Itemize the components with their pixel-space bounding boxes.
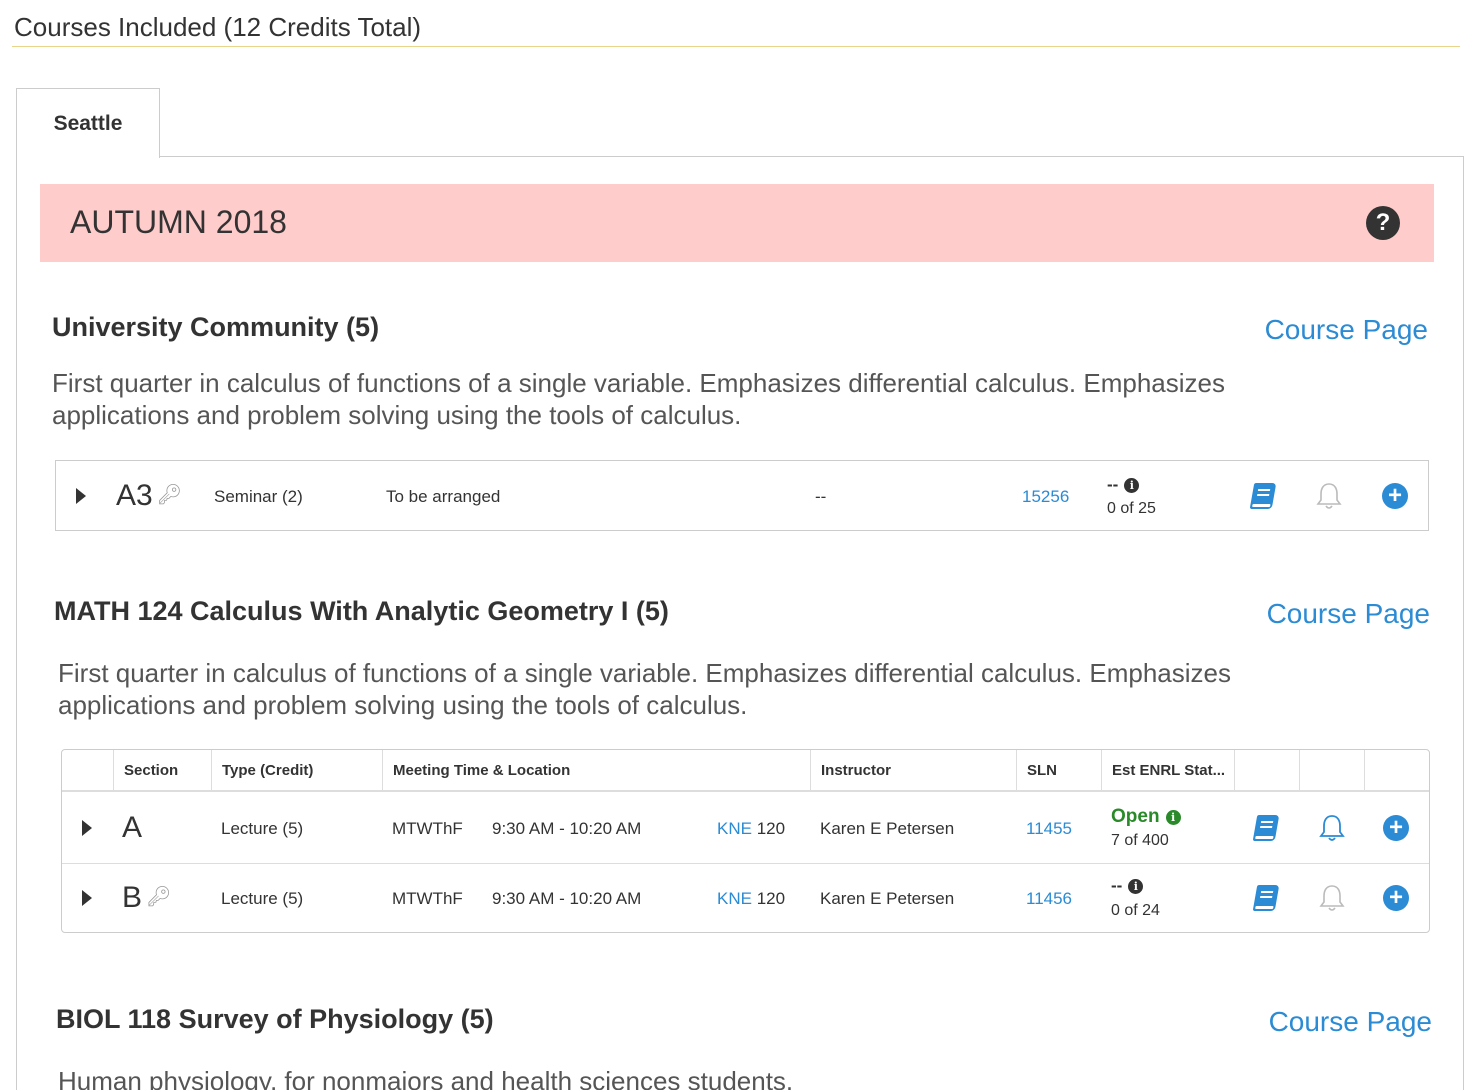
enrollment-status: -- i: [1107, 475, 1140, 495]
header-status[interactable]: Est ENRL Stat...: [1101, 750, 1234, 792]
enrollment-count: 0 of 25: [1107, 500, 1156, 517]
header-meeting[interactable]: Meeting Time & Location: [382, 750, 810, 792]
meeting-time: 9:30 AM - 10:20 AM: [492, 889, 642, 908]
header-expand: [62, 750, 113, 792]
header-type[interactable]: Type (Credit): [211, 750, 382, 792]
course-title: MATH 124 Calculus With Analytic Geometry…: [54, 596, 669, 626]
status-text: Open: [1111, 806, 1160, 827]
section-type: Lecture (5): [221, 819, 304, 838]
building-link[interactable]: KNE: [717, 819, 752, 838]
plus-circle-icon[interactable]: +: [1382, 483, 1408, 509]
meeting-time: To be arranged: [386, 487, 501, 506]
header-notify: [1299, 750, 1364, 792]
enrollment-count: 0 of 24: [1111, 902, 1160, 919]
course-description: First quarter in calculus of functions o…: [52, 368, 1225, 430]
tab-panel: [16, 156, 1464, 1090]
enrollment-status: Open i: [1111, 806, 1181, 828]
enrollment-status: -- i: [1111, 876, 1144, 896]
course-page-link[interactable]: Course Page: [1264, 314, 1428, 345]
info-icon[interactable]: i: [1128, 879, 1144, 894]
section-letter-text: A3: [116, 479, 153, 512]
course-page-link[interactable]: Course Page: [1268, 1006, 1432, 1037]
table-row: B 🔑︎ Lecture (5) MTWThF 9:30 AM - 10:20 A…: [62, 864, 1429, 934]
section-table: Section Type (Credit) Meeting Time & Loc…: [61, 749, 1430, 933]
header-textbook: [1234, 750, 1299, 792]
location: KNE 120: [717, 889, 785, 909]
enrollment-count: 7 of 400: [1111, 832, 1169, 849]
plus-circle-icon[interactable]: +: [1383, 815, 1409, 841]
room-number: 120: [756, 889, 786, 908]
sln-link[interactable]: 15256: [1022, 487, 1070, 506]
course-title: BIOL 118 Survey of Physiology (5): [56, 1004, 494, 1034]
plus-circle-icon[interactable]: +: [1383, 885, 1409, 911]
page-title: Courses Included (12 Credits Total): [14, 12, 422, 42]
header-section[interactable]: Section: [113, 750, 211, 792]
meeting-time: 9:30 AM - 10:20 AM: [492, 819, 642, 838]
sln-link[interactable]: 11455: [1026, 819, 1073, 838]
caret-right-icon[interactable]: [82, 820, 92, 836]
caret-right-icon[interactable]: [82, 890, 92, 906]
header-instructor[interactable]: Instructor: [810, 750, 1016, 792]
section-letter-text: B: [122, 881, 143, 914]
section-letter-text: A: [122, 811, 143, 844]
instructor: --: [815, 487, 827, 506]
key-icon: 🔑︎: [156, 484, 183, 506]
location: KNE 120: [717, 819, 785, 839]
info-icon[interactable]: i: [1124, 478, 1140, 493]
section-letter[interactable]: A: [122, 811, 142, 845]
term-name: AUTUMN 2018: [70, 204, 287, 240]
instructor: Karen E Petersen: [820, 819, 955, 838]
bell-icon[interactable]: [1318, 813, 1346, 843]
table-row: A3 🔑︎ Seminar (2) To be arranged -- 15256…: [56, 461, 1428, 531]
header-add: [1364, 750, 1429, 792]
table-row: A Lecture (5) MTWThF 9:30 AM - 10:20 AM …: [62, 794, 1429, 864]
status-text: --: [1107, 475, 1119, 494]
instructor: Karen E Petersen: [820, 889, 955, 908]
course-description: First quarter in calculus of functions o…: [58, 658, 1231, 720]
status-text: --: [1111, 876, 1123, 895]
sln-link[interactable]: 11456: [1026, 889, 1073, 908]
book-icon[interactable]: [1249, 483, 1277, 509]
course-page-link[interactable]: Course Page: [1266, 598, 1430, 629]
course-title: University Community (5): [52, 312, 380, 342]
book-icon[interactable]: [1252, 885, 1280, 911]
section-table: A3 🔑︎ Seminar (2) To be arranged -- 15256…: [55, 460, 1429, 531]
meeting-days: MTWThF: [392, 889, 463, 908]
bell-icon[interactable]: [1318, 883, 1346, 913]
room-number: 120: [756, 819, 786, 838]
section-letter[interactable]: B 🔑︎: [122, 881, 171, 915]
section-type: Seminar (2): [214, 487, 303, 506]
key-icon: 🔑︎: [146, 886, 172, 908]
term-banner: AUTUMN 2018 ?: [40, 184, 1434, 262]
book-icon[interactable]: [1252, 815, 1280, 841]
info-icon[interactable]: i: [1165, 810, 1181, 825]
tab-seattle[interactable]: Seattle: [16, 88, 160, 158]
heading-divider: [12, 46, 1460, 47]
meeting-days: MTWThF: [392, 819, 463, 838]
caret-right-icon[interactable]: [76, 488, 86, 504]
bell-icon[interactable]: [1315, 481, 1343, 511]
building-link[interactable]: KNE: [717, 889, 752, 908]
help-icon[interactable]: ?: [1366, 206, 1400, 240]
section-type: Lecture (5): [221, 889, 304, 908]
header-sln[interactable]: SLN: [1016, 750, 1101, 792]
table-header: Section Type (Credit) Meeting Time & Loc…: [62, 750, 1429, 792]
course-description: Human physiology, for nonmajors and heal…: [58, 1066, 794, 1090]
section-letter[interactable]: A3 🔑︎: [116, 479, 182, 513]
